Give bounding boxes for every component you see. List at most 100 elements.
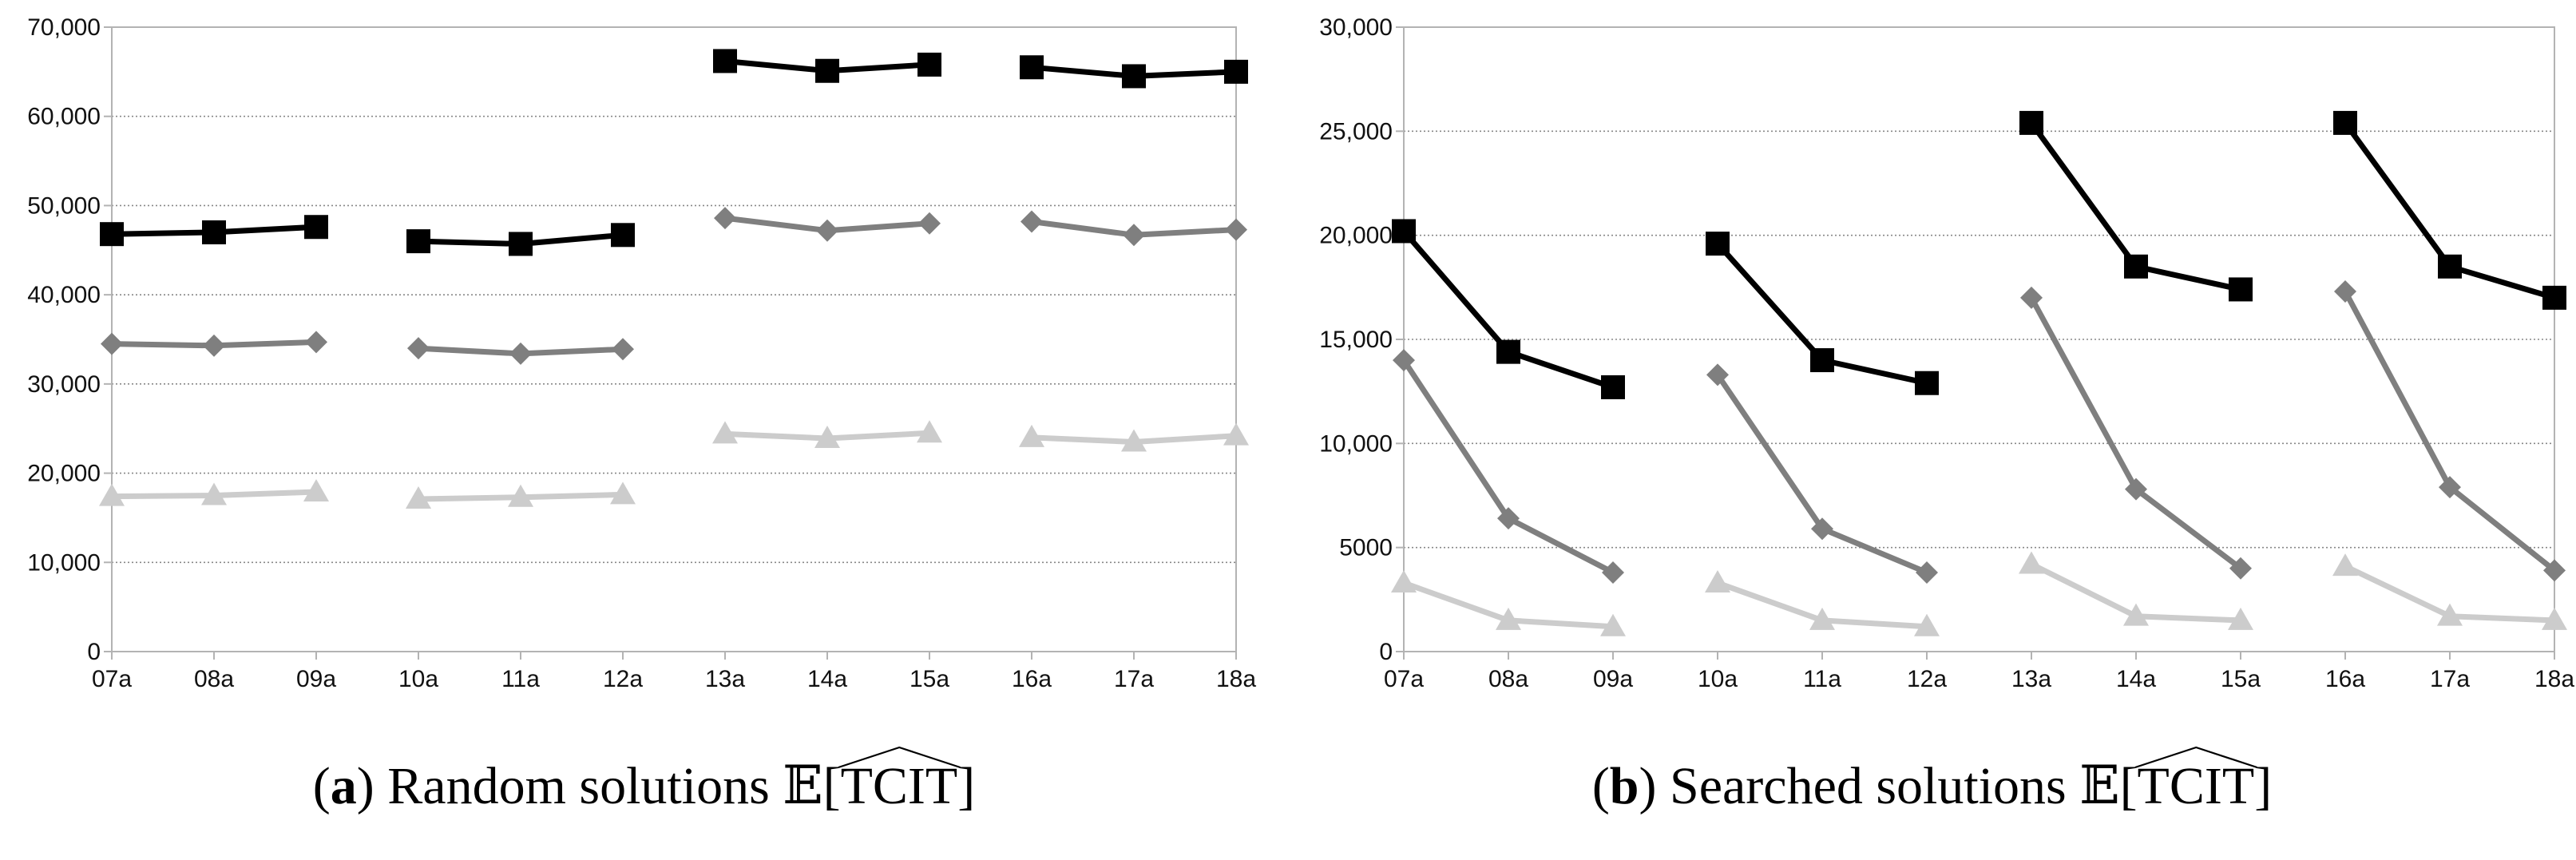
caption-a-tcit: TCIT (840, 757, 958, 815)
data-point-top-09a (304, 215, 328, 240)
data-point-mid-18a (2543, 559, 2566, 582)
data-point-mid-16a (1020, 210, 1043, 233)
data-point-top-08a (202, 220, 226, 244)
caption-a-close-bracket: ] (957, 757, 976, 815)
y-tick-label: 30,000 (1319, 14, 1393, 41)
data-point-top-12a (611, 223, 635, 248)
y-tick-label: 60,000 (27, 104, 101, 130)
data-point-mid-10a (407, 337, 430, 360)
data-point-mid-09a (1602, 561, 1624, 584)
data-point-mid-17a (2439, 476, 2461, 499)
y-tick-label: 25,000 (1319, 118, 1393, 145)
data-point-mid-08a (1497, 507, 1520, 530)
caption-a-text: Random solutions (387, 757, 770, 815)
panel-a: 0 10,000 20,000 30,000 40,000 50,000 60,000 70,… (27, 14, 1256, 816)
data-point-low-09a (1600, 613, 1626, 636)
caption-a-widehat (838, 745, 961, 769)
x-tick-label: 16a (2325, 666, 2365, 692)
data-point-low-15a (917, 420, 942, 443)
caption-b-open-bracket: [ (2119, 757, 2138, 815)
data-point-top-18a (2542, 285, 2566, 310)
plot-frame-a (111, 26, 1237, 652)
y-tick-label: 40,000 (27, 282, 101, 308)
y-tick-label: 20,000 (1319, 223, 1393, 249)
data-point-top-18a (1224, 59, 1248, 84)
y-tick-label: 30,000 (27, 371, 101, 398)
data-point-low-13a (2019, 551, 2044, 574)
data-point-low-11a (508, 484, 533, 507)
caption-b: (b) Searched solutions 𝔼[TCIT] (1288, 755, 2576, 817)
data-point-top-14a (815, 58, 839, 83)
chart-a: 0 10,000 20,000 30,000 40,000 50,000 60,000 70,… (27, 14, 1256, 692)
y-tick-label: 70,000 (27, 14, 101, 41)
caption-b-widehat (2135, 745, 2257, 769)
data-point-top-15a (2229, 277, 2253, 302)
data-point-low-14a (2123, 603, 2149, 626)
x-tick-label: 17a (1114, 666, 1154, 692)
chart-b: 0 5000 10,000 15,000 20,000 25,000 30,000 07a 08… (1319, 14, 2574, 692)
data-point-top-15a (917, 52, 941, 77)
y-tick-label: 50,000 (27, 192, 101, 219)
data-point-low-16a (2332, 553, 2358, 577)
data-point-top-07a (1392, 219, 1416, 244)
caption-a-open-bracket: [ (822, 757, 841, 815)
data-point-low-08a (201, 482, 227, 505)
x-tick-label: 09a (296, 666, 336, 692)
caption-b-text: Searched solutions (1670, 757, 2067, 815)
data-point-mid-08a (203, 334, 225, 357)
data-point-top-11a (1810, 348, 1834, 373)
data-point-low-14a (814, 426, 840, 449)
data-point-top-17a (1122, 64, 1146, 89)
data-point-low-10a (406, 485, 431, 509)
x-tick-label: 08a (194, 666, 234, 692)
x-tick-label: 07a (92, 666, 132, 692)
y-tick-label: 10,000 (1319, 430, 1393, 457)
x-tick-label: 08a (1488, 666, 1528, 692)
x-tick-label: 18a (2534, 666, 2574, 692)
data-point-mid-11a (509, 342, 532, 365)
data-point-low-15a (2228, 607, 2253, 630)
x-tick-label: 12a (1907, 666, 1947, 692)
data-point-low-16a (1019, 424, 1044, 447)
data-point-low-17a (1121, 429, 1147, 452)
data-point-top-14a (2124, 254, 2148, 279)
data-point-top-11a (509, 232, 533, 256)
data-point-mid-14a (816, 219, 838, 242)
x-tick-label: 13a (705, 666, 745, 692)
data-point-top-17a (2438, 254, 2462, 279)
data-point-low-18a (2542, 607, 2567, 630)
data-point-top-08a (1496, 339, 1520, 364)
x-tick-label: 13a (2011, 666, 2051, 692)
data-point-low-11a (1809, 607, 1835, 630)
data-point-mid-07a (101, 332, 123, 355)
series-line-mid-group-3 (2342, 288, 2558, 573)
data-point-low-08a (1496, 607, 1521, 630)
data-point-top-09a (1601, 375, 1625, 399)
data-point-mid-13a (2020, 286, 2043, 309)
data-point-top-16a (1020, 55, 1044, 80)
data-point-mid-10a (1706, 363, 1729, 386)
x-tick-label: 15a (2221, 666, 2261, 692)
y-tick-label: 10,000 (27, 549, 101, 576)
data-point-top-13a (713, 49, 737, 73)
data-point-mid-16a (2334, 280, 2356, 303)
y-tick-label: 0 (87, 639, 101, 665)
data-point-top-10a (406, 229, 430, 254)
x-tick-label: 14a (807, 666, 847, 692)
caption-b-tcit: TCIT (2137, 757, 2255, 815)
series-line-top-group-0 (1401, 228, 1616, 390)
y-tick-label: 15,000 (1319, 327, 1393, 353)
x-tick-label: 16a (1012, 666, 1052, 692)
caption-b-expectation: 𝔼 (2079, 755, 2120, 816)
data-point-mid-12a (612, 338, 634, 361)
data-point-mid-13a (714, 207, 736, 230)
data-point-mid-17a (1123, 224, 1145, 247)
data-point-top-07a (100, 222, 124, 247)
series-line-mid-group-1 (1714, 371, 1930, 576)
x-tick-label: 09a (1593, 666, 1633, 692)
x-tick-label: 18a (1216, 666, 1256, 692)
x-tick-label: 10a (398, 666, 438, 692)
x-tick-label: 17a (2430, 666, 2470, 692)
data-point-top-13a (2019, 110, 2043, 135)
